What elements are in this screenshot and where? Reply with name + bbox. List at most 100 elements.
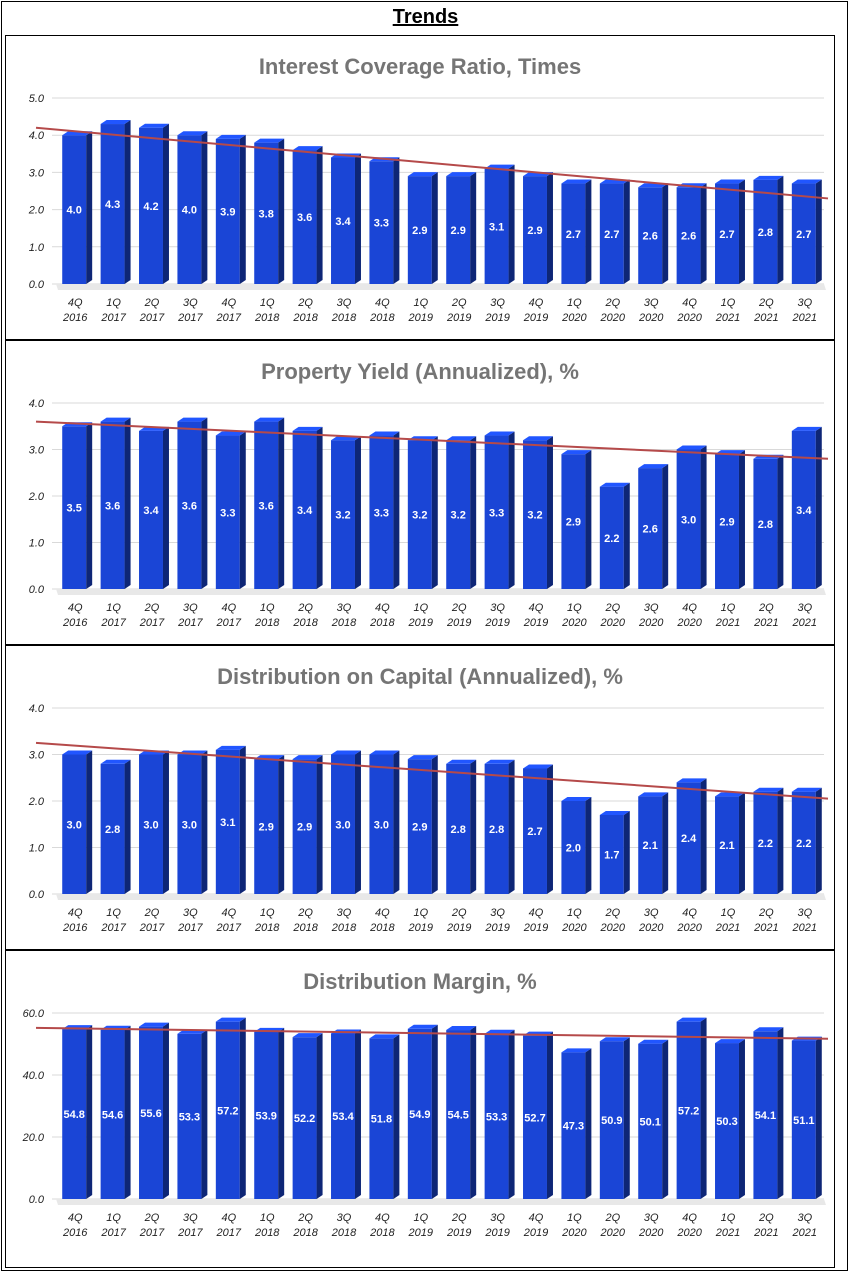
bar-side (162, 750, 169, 894)
bar-top (561, 179, 592, 184)
bar (139, 750, 169, 894)
bar-face (331, 1033, 355, 1199)
bar (407, 755, 438, 894)
bar-side (162, 426, 169, 589)
x-tick-label-quarter: 2Q (297, 1212, 313, 1224)
x-tick-label-year: 2016 (62, 1227, 88, 1239)
x-tick-label-year: 2020 (600, 312, 626, 324)
distribution-margin-chart: Distribution Margin, % 0.0 20.0 40.0 60.0 54.… (22, 969, 829, 1239)
data-label: 47.3 (563, 1121, 584, 1133)
data-label: 54.1 (755, 1110, 776, 1122)
bar-side (239, 431, 246, 589)
bar-side (815, 179, 822, 284)
bar-face (791, 183, 816, 284)
data-label: 3.0 (335, 819, 350, 831)
bar-side (354, 1029, 361, 1199)
bar-top (791, 179, 822, 184)
x-tick-label-year: 2018 (292, 312, 318, 324)
x-tick-label-year: 2019 (523, 922, 548, 934)
x-tick-label-year: 2017 (100, 1227, 126, 1239)
data-label: 2.9 (259, 822, 274, 834)
data-label: 2.9 (412, 822, 427, 834)
x-tick-label-quarter: 1Q (413, 602, 428, 614)
bar-top (599, 482, 630, 487)
x-tick-label-quarter: 2Q (604, 907, 620, 919)
chart-title: Distribution on Capital (Annualized), % (217, 664, 623, 689)
bar (62, 750, 93, 894)
bar-side (546, 1031, 553, 1199)
bar (62, 1025, 93, 1199)
bar-face (715, 183, 739, 284)
x-tick-label-year: 2019 (446, 312, 471, 324)
bar-side (278, 138, 285, 284)
bar-top (599, 1037, 630, 1042)
bar-side (738, 179, 745, 284)
data-label: 2.2 (604, 533, 619, 545)
x-tick-label-year: 2020 (676, 1227, 702, 1239)
trendline (35, 741, 829, 800)
bar-top (100, 759, 131, 764)
bar-face (215, 1021, 240, 1199)
x-tick-label-quarter: 4Q (221, 907, 236, 919)
data-label: 3.0 (143, 819, 158, 831)
bar (254, 138, 285, 284)
x-tick-label-quarter: 2Q (451, 1212, 467, 1224)
bar-side (201, 750, 208, 894)
y-tick-label: 5.0 (29, 93, 45, 105)
data-label: 2.8 (451, 824, 466, 836)
bar-side (86, 131, 93, 284)
bar-face (638, 796, 663, 894)
x-tick-label-year: 2020 (676, 922, 702, 934)
bar-top (215, 431, 246, 436)
x-tick-label-quarter: 4Q (682, 907, 697, 919)
bar (446, 759, 477, 894)
x-tick-label-quarter: 4Q (529, 602, 544, 614)
bar-side (124, 1025, 131, 1199)
x-tick-label-quarter: 1Q (567, 297, 582, 309)
bar-side (201, 131, 208, 284)
x-tick-label-quarter: 1Q (260, 1212, 275, 1224)
bar-top (676, 778, 707, 783)
data-label: 2.1 (643, 840, 658, 852)
data-label: 3.3 (374, 218, 389, 230)
x-tick-label-quarter: 2Q (758, 602, 774, 614)
bar-side (316, 426, 323, 589)
x-tick-label-quarter: 3Q (337, 1212, 352, 1224)
bar-top (446, 436, 477, 441)
x-tick-label-quarter: 3Q (183, 297, 198, 309)
x-tick-label-year: 2021 (792, 617, 817, 629)
bar-side (393, 1034, 400, 1199)
bar-top (292, 1033, 323, 1038)
interest-coverage-chart: Interest Coverage Ratio, Times 0.0 1.0 2.0 3… (28, 54, 829, 324)
bar-face (523, 440, 547, 589)
data-label: 2.7 (604, 229, 619, 241)
x-tick-label-quarter: 4Q (68, 602, 83, 614)
data-label: 3.2 (527, 510, 542, 522)
bar-face (407, 440, 432, 589)
bar-face (177, 754, 202, 894)
bar-side (239, 745, 246, 894)
x-tick-label-year: 2019 (408, 617, 433, 629)
x-tick-label-quarter: 1Q (413, 1212, 428, 1224)
bar-face (254, 1031, 279, 1199)
bar (177, 750, 208, 894)
x-tick-label-year: 2017 (100, 312, 126, 324)
bar-face (139, 1026, 163, 1199)
interest-coverage-chart-panel: Interest Coverage Ratio, Times 0.0 1.0 2.0 3… (5, 35, 835, 340)
bar-side (124, 417, 131, 589)
x-tick-label-year: 2018 (331, 617, 357, 629)
x-tick-label-year: 2019 (446, 617, 471, 629)
bar-side (585, 1048, 592, 1199)
x-tick-label-year: 2021 (715, 312, 740, 324)
bar-face (599, 1041, 624, 1199)
x-tick-label-quarter: 4Q (375, 602, 390, 614)
bar-top (753, 175, 784, 180)
x-tick-label-quarter: 2Q (144, 602, 160, 614)
bar-side (777, 175, 784, 284)
bar-side (470, 759, 477, 894)
bar-side (546, 172, 553, 284)
x-tick-label-year: 2020 (561, 312, 587, 324)
bar-side (239, 1017, 246, 1199)
bar-face (215, 138, 240, 284)
bar (791, 426, 822, 589)
